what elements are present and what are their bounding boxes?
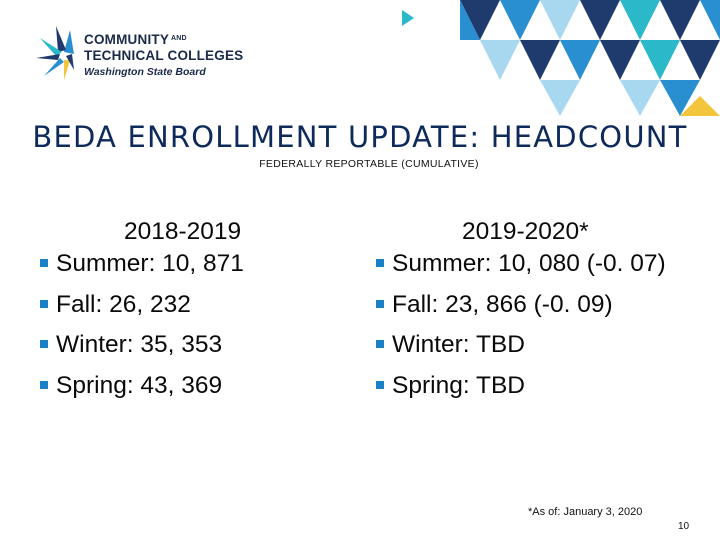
column-2018-2019: 2018-2019 Summer: 10, 871 Fall: 26, 232 … [40, 218, 340, 412]
column-2019-2020: 2019-2020* Summer: 10, 080 (-0. 07) Fall… [376, 218, 706, 412]
column-heading: 2019-2020* [462, 218, 589, 245]
list-item-text: Winter: 35, 353 [56, 331, 223, 358]
logo-colleges-text: TECHNICAL COLLEGES [84, 48, 244, 63]
list-item-text: Fall: 26, 232 [56, 290, 191, 318]
bullet-square-icon [376, 340, 384, 348]
bullet-square-icon [376, 380, 384, 389]
bullet-square-icon [40, 340, 48, 348]
list-item-text: Spring: TBD [392, 371, 525, 399]
list-item-text: Summer: 10, 871 [56, 250, 244, 277]
list-item-text: Spring: 43, 369 [56, 371, 223, 399]
bullet-square-icon [40, 380, 48, 389]
list-item-text: Summer: 10, 080 (-0. 07) [392, 250, 666, 277]
enrollment-list: Summer: 10, 871 Fall: 26, 232 Winter: 35… [40, 250, 340, 412]
list-item: Fall: 23, 866 (-0. 09) [376, 291, 706, 332]
slide-title: BEDA ENROLLMENT UPDATE: HEADCOUNT [32, 120, 688, 154]
bullet-square-icon [40, 259, 48, 267]
footnote: *As of: January 3, 2020 [528, 506, 643, 518]
list-item: Spring: TBD [376, 372, 706, 413]
list-item: Summer: 10, 080 (-0. 07) [376, 250, 706, 291]
logo: COMMUNITY AND TECHNICAL COLLEGES Washingt… [34, 20, 244, 84]
decorative-tiles [402, 0, 720, 116]
logo-and-text: AND [171, 35, 187, 42]
logo-community-text: COMMUNITY AND [84, 32, 187, 47]
slide-subtitle: FEDERALLY REPORTABLE (CUMULATIVE) [259, 158, 479, 170]
logo-board-text: Washington State Board [84, 66, 206, 78]
enrollment-list: Summer: 10, 080 (-0. 07) Fall: 23, 866 (… [376, 250, 706, 412]
list-item: Fall: 26, 232 [40, 291, 340, 332]
list-item: Summer: 10, 871 [40, 250, 340, 291]
list-item: Winter: 35, 353 [40, 331, 340, 372]
list-item-text: Fall: 23, 866 (-0. 09) [392, 290, 613, 318]
list-item: Winter: TBD [376, 331, 706, 372]
list-item-text: Winter: TBD [392, 331, 525, 358]
bullet-square-icon [376, 299, 384, 308]
list-item: Spring: 43, 369 [40, 372, 340, 413]
page-number: 10 [678, 521, 690, 532]
column-heading: 2018-2019 [124, 218, 242, 245]
bullet-square-icon [376, 259, 384, 267]
logo-starburst-icon [36, 26, 74, 80]
bullet-square-icon [40, 299, 48, 308]
